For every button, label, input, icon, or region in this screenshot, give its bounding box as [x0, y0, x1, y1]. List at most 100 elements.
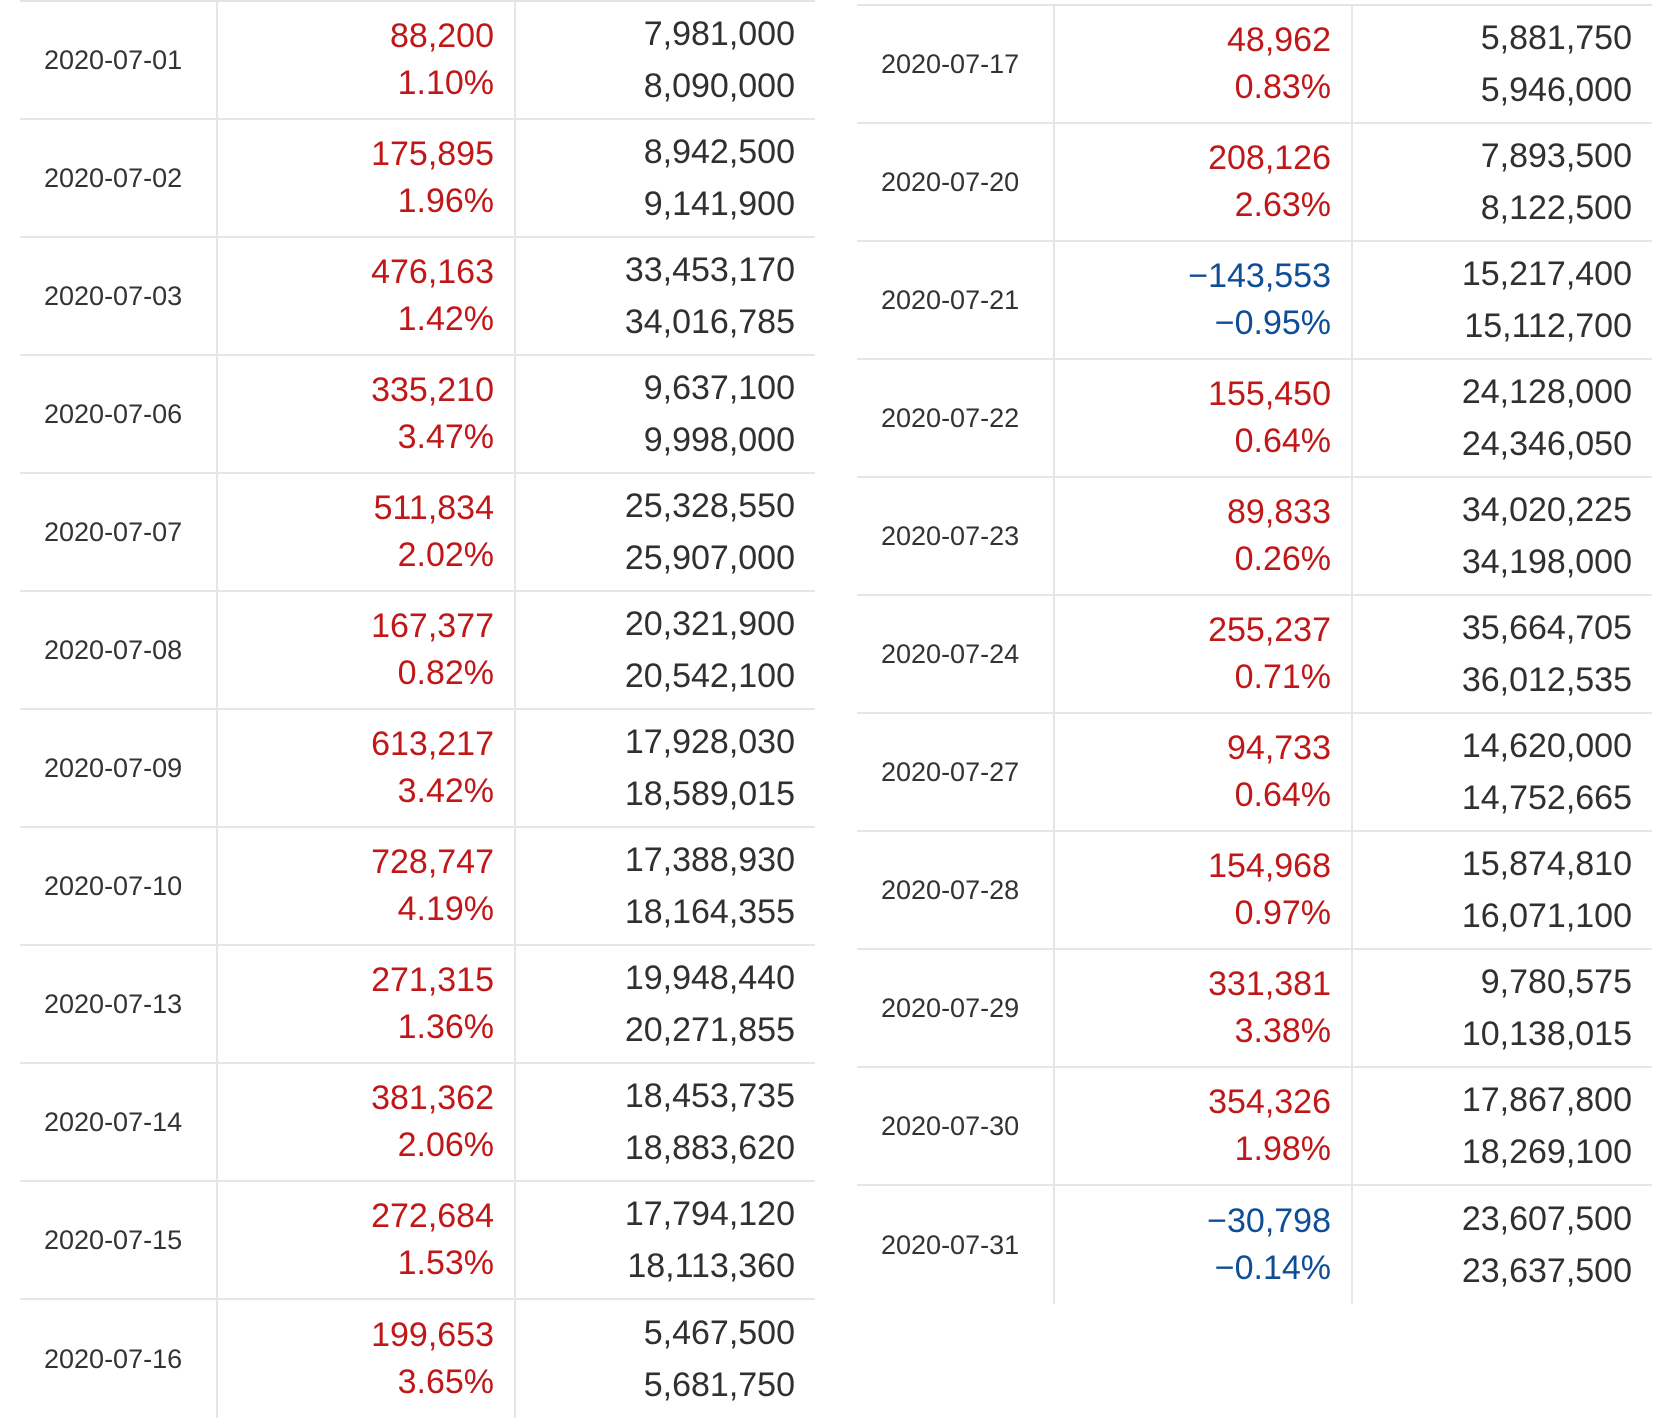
table-row: 2020-07-13 271,315 1.36% 19,948,440 20,271,8…: [20, 946, 815, 1064]
change-percent: 0.71%: [1234, 658, 1331, 696]
change-percent: 3.65%: [397, 1363, 494, 1401]
value-line-1: 23,607,500: [1461, 1200, 1632, 1238]
date-cell: 2020-07-30: [857, 1068, 1055, 1184]
value-line-1: 33,453,170: [624, 251, 795, 289]
date-cell: 2020-07-24: [857, 596, 1055, 712]
value-cell: 20,321,900 20,542,100: [516, 592, 815, 708]
table-row: 2020-07-14 381,362 2.06% 18,453,735 18,883,6…: [20, 1064, 815, 1182]
table-row: 2020-07-10 728,747 4.19% 17,388,930 18,164,3…: [20, 828, 815, 946]
value-cell: 14,620,000 14,752,665: [1353, 714, 1652, 830]
date-cell: 2020-07-27: [857, 714, 1055, 830]
change-cell: 175,895 1.96%: [218, 120, 516, 236]
change-amount: 88,200: [390, 17, 494, 55]
value-line-1: 8,942,500: [643, 133, 795, 171]
change-amount: 272,684: [371, 1197, 494, 1235]
value-cell: 17,794,120 18,113,360: [516, 1182, 815, 1298]
value-cell: 7,893,500 8,122,500: [1353, 124, 1652, 240]
value-line-1: 17,388,930: [624, 841, 795, 879]
date-cell: 2020-07-14: [20, 1064, 218, 1180]
value-cell: 5,881,750 5,946,000: [1353, 6, 1652, 122]
change-amount: 167,377: [371, 607, 494, 645]
value-line-2: 34,198,000: [1461, 543, 1632, 581]
change-percent: 3.42%: [397, 772, 494, 810]
change-cell: 331,381 3.38%: [1055, 950, 1353, 1066]
value-line-2: 18,113,360: [627, 1247, 795, 1285]
change-cell: 354,326 1.98%: [1055, 1068, 1353, 1184]
value-line-2: 18,269,100: [1461, 1133, 1632, 1171]
value-line-1: 5,881,750: [1480, 19, 1632, 57]
value-line-2: 10,138,015: [1461, 1015, 1632, 1053]
value-cell: 33,453,170 34,016,785: [516, 238, 815, 354]
value-line-2: 5,946,000: [1480, 71, 1632, 109]
change-percent: 0.97%: [1234, 894, 1331, 932]
value-line-2: 18,589,015: [624, 775, 795, 813]
value-line-2: 8,090,000: [643, 67, 795, 105]
date-cell: 2020-07-20: [857, 124, 1055, 240]
value-cell: 35,664,705 36,012,535: [1353, 596, 1652, 712]
change-percent: 0.26%: [1234, 540, 1331, 578]
table-row: 2020-07-08 167,377 0.82% 20,321,900 20,542,1…: [20, 592, 815, 710]
table-row: 2020-07-31 −30,798 −0.14% 23,607,500 23,637,…: [857, 1186, 1652, 1304]
change-amount: 354,326: [1208, 1083, 1331, 1121]
date-cell: 2020-07-17: [857, 6, 1055, 122]
value-cell: 7,981,000 8,090,000: [516, 2, 815, 118]
change-percent: 2.02%: [397, 536, 494, 574]
table-row: 2020-07-24 255,237 0.71% 35,664,705 36,012,5…: [857, 596, 1652, 714]
value-line-2: 23,637,500: [1461, 1252, 1632, 1290]
date-cell: 2020-07-31: [857, 1186, 1055, 1304]
value-line-2: 18,883,620: [624, 1129, 795, 1167]
date-cell: 2020-07-22: [857, 360, 1055, 476]
value-cell: 23,607,500 23,637,500: [1353, 1186, 1652, 1304]
table-row: 2020-07-30 354,326 1.98% 17,867,800 18,269,1…: [857, 1068, 1652, 1186]
value-line-2: 18,164,355: [624, 893, 795, 931]
date-cell: 2020-07-21: [857, 242, 1055, 358]
date-cell: 2020-07-29: [857, 950, 1055, 1066]
date-cell: 2020-07-28: [857, 832, 1055, 948]
value-cell: 15,874,810 16,071,100: [1353, 832, 1652, 948]
date-cell: 2020-07-23: [857, 478, 1055, 594]
date-cell: 2020-07-13: [20, 946, 218, 1062]
change-amount: 89,833: [1227, 493, 1331, 531]
change-cell: 199,653 3.65%: [218, 1300, 516, 1418]
value-cell: 17,388,930 18,164,355: [516, 828, 815, 944]
value-cell: 17,867,800 18,269,100: [1353, 1068, 1652, 1184]
change-cell: 271,315 1.36%: [218, 946, 516, 1062]
value-line-1: 7,981,000: [643, 15, 795, 53]
change-amount: 271,315: [371, 961, 494, 999]
change-cell: 154,968 0.97%: [1055, 832, 1353, 948]
value-line-1: 5,467,500: [643, 1314, 795, 1352]
change-percent: 0.82%: [397, 654, 494, 692]
value-cell: 17,928,030 18,589,015: [516, 710, 815, 826]
table-row: 2020-07-02 175,895 1.96% 8,942,500 9,141,900: [20, 120, 815, 238]
table-row: 2020-07-01 88,200 1.10% 7,981,000 8,090,000: [20, 2, 815, 120]
value-line-1: 15,217,400: [1461, 255, 1632, 293]
value-line-2: 15,112,700: [1464, 307, 1632, 345]
change-amount: 335,210: [371, 371, 494, 409]
change-cell: 272,684 1.53%: [218, 1182, 516, 1298]
change-cell: 89,833 0.26%: [1055, 478, 1353, 594]
value-line-1: 24,128,000: [1461, 373, 1632, 411]
value-cell: 15,217,400 15,112,700: [1353, 242, 1652, 358]
value-line-2: 8,122,500: [1480, 189, 1632, 227]
change-percent: 1.10%: [397, 64, 494, 102]
value-cell: 9,637,100 9,998,000: [516, 356, 815, 472]
table-row: 2020-07-23 89,833 0.26% 34,020,225 34,198,00…: [857, 478, 1652, 596]
table-row: 2020-07-15 272,684 1.53% 17,794,120 18,113,3…: [20, 1182, 815, 1300]
change-amount: 94,733: [1227, 729, 1331, 767]
change-percent: 1.98%: [1234, 1130, 1331, 1168]
change-cell: 167,377 0.82%: [218, 592, 516, 708]
change-percent: −0.14%: [1214, 1249, 1331, 1287]
value-line-1: 9,780,575: [1480, 963, 1632, 1001]
change-percent: 3.38%: [1234, 1012, 1331, 1050]
change-cell: −143,553 −0.95%: [1055, 242, 1353, 358]
table-row: 2020-07-29 331,381 3.38% 9,780,575 10,138,01…: [857, 950, 1652, 1068]
change-amount: 199,653: [371, 1316, 494, 1354]
change-amount: 175,895: [371, 135, 494, 173]
change-cell: 155,450 0.64%: [1055, 360, 1353, 476]
change-percent: 1.42%: [397, 300, 494, 338]
table-row: 2020-07-20 208,126 2.63% 7,893,500 8,122,500: [857, 124, 1652, 242]
value-cell: 5,467,500 5,681,750: [516, 1300, 815, 1418]
value-cell: 24,128,000 24,346,050: [1353, 360, 1652, 476]
value-line-2: 9,998,000: [643, 421, 795, 459]
change-percent: 0.83%: [1234, 68, 1331, 106]
